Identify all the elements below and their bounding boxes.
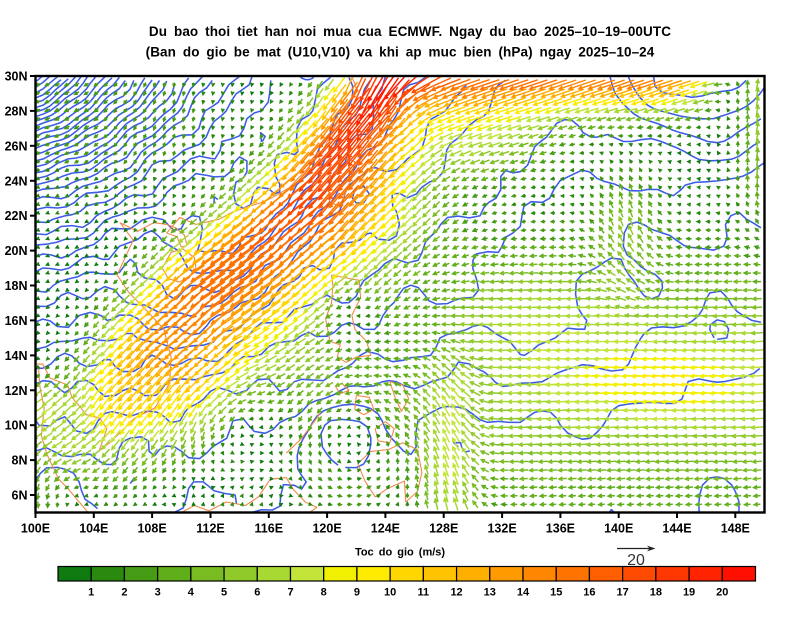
svg-text:11: 11 — [418, 587, 430, 599]
svg-text:9: 9 — [354, 587, 360, 599]
svg-text:16N: 16N — [5, 314, 28, 328]
svg-text:20: 20 — [716, 587, 728, 599]
svg-text:20N: 20N — [5, 244, 28, 258]
svg-text:17: 17 — [617, 587, 629, 599]
svg-text:148E: 148E — [721, 522, 750, 536]
svg-text:120E: 120E — [312, 522, 341, 536]
svg-text:6: 6 — [254, 587, 260, 599]
svg-text:Toc do gio (m/s): Toc do gio (m/s) — [355, 547, 445, 559]
svg-text:116E: 116E — [255, 522, 284, 536]
svg-text:136E: 136E — [546, 522, 575, 536]
svg-text:124E: 124E — [371, 522, 400, 536]
svg-text:6N: 6N — [12, 489, 28, 503]
svg-text:Du bao thoi tiet han noi mua c: Du bao thoi tiet han noi mua cua ECMWF. … — [149, 24, 671, 39]
svg-text:13: 13 — [484, 587, 496, 599]
svg-text:20: 20 — [627, 552, 645, 569]
svg-text:22N: 22N — [5, 209, 28, 223]
svg-text:2: 2 — [121, 587, 127, 599]
svg-text:8N: 8N — [12, 454, 28, 468]
svg-text:19: 19 — [683, 587, 695, 599]
svg-text:140E: 140E — [604, 522, 633, 536]
svg-text:100E: 100E — [21, 522, 50, 536]
svg-text:132E: 132E — [487, 522, 516, 536]
svg-text:144E: 144E — [662, 522, 691, 536]
svg-text:10N: 10N — [5, 419, 28, 433]
svg-text:12N: 12N — [5, 384, 28, 398]
svg-text:3: 3 — [155, 587, 161, 599]
svg-text:7: 7 — [287, 587, 293, 599]
svg-text:15: 15 — [550, 587, 562, 599]
svg-text:112E: 112E — [196, 522, 225, 536]
svg-text:(Ban do gio be mat (U10,V10) v: (Ban do gio be mat (U10,V10) va khi ap m… — [146, 45, 655, 60]
svg-text:12: 12 — [450, 587, 462, 599]
svg-text:16: 16 — [583, 587, 595, 599]
svg-text:26N: 26N — [5, 139, 28, 153]
svg-text:28N: 28N — [5, 104, 28, 118]
svg-text:14: 14 — [517, 587, 530, 599]
svg-text:14N: 14N — [5, 349, 28, 363]
svg-text:128E: 128E — [429, 522, 458, 536]
svg-text:18N: 18N — [5, 279, 28, 293]
svg-text:24N: 24N — [5, 174, 28, 188]
svg-text:5: 5 — [221, 587, 227, 599]
svg-text:1: 1 — [88, 587, 94, 599]
svg-text:4: 4 — [188, 587, 195, 599]
svg-text:8: 8 — [321, 587, 327, 599]
svg-text:30N: 30N — [5, 70, 28, 84]
svg-text:104E: 104E — [79, 522, 108, 536]
svg-text:10: 10 — [384, 587, 396, 599]
svg-text:108E: 108E — [137, 522, 166, 536]
svg-text:18: 18 — [650, 587, 662, 599]
